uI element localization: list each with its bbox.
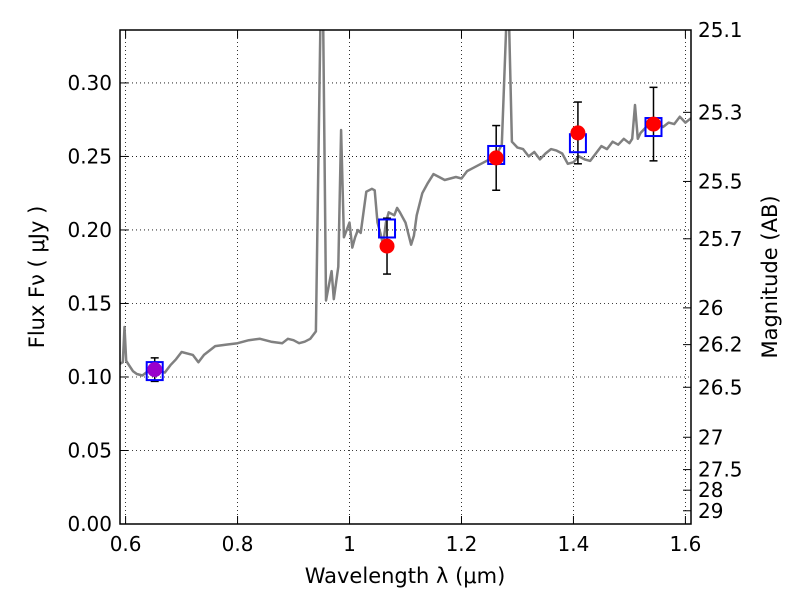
right-tick-label: 27 bbox=[698, 425, 723, 449]
observed-point bbox=[379, 238, 395, 254]
spectrum-line bbox=[120, 30, 691, 377]
model-photometry-squares bbox=[145, 117, 663, 382]
right-tick-label: 28 bbox=[698, 478, 723, 502]
x-tick-label: 0.6 bbox=[110, 532, 142, 556]
model-spectrum bbox=[120, 30, 691, 377]
observed-point bbox=[147, 362, 163, 378]
y-tick-label: 0.30 bbox=[67, 71, 112, 95]
y-axis-label: Flux Fν ( μJy ) bbox=[25, 206, 49, 349]
right-tick-label: 29 bbox=[698, 499, 723, 523]
right-tick-label: 25.7 bbox=[698, 227, 743, 251]
grid-lines bbox=[120, 30, 691, 525]
y-tick-label: 0.05 bbox=[67, 438, 112, 462]
y-tick-label: 0.00 bbox=[67, 512, 112, 536]
model-point-square bbox=[145, 361, 164, 382]
x-tick-label: 1.6 bbox=[669, 532, 701, 556]
y-tick-label: 0.15 bbox=[67, 291, 112, 315]
observed-points bbox=[147, 116, 661, 378]
y-axis-right-label: Magnitude (AB) bbox=[758, 195, 782, 358]
axis-ticks: 0.6 0.8 1 1.2 1.4 1.6 0.00 0.05 0.10 0.15 0.20 0.25… bbox=[67, 18, 742, 556]
y-tick-label: 0.20 bbox=[67, 218, 112, 242]
y-tick-label: 0.10 bbox=[67, 365, 112, 389]
right-tick-label: 25.1 bbox=[698, 18, 743, 42]
x-axis-label: Wavelength λ (μm) bbox=[305, 564, 506, 588]
observed-point bbox=[488, 150, 504, 166]
plot-frame bbox=[119, 29, 692, 525]
x-tick-label: 1 bbox=[343, 532, 356, 556]
right-tick-label: 26.5 bbox=[698, 375, 743, 399]
right-tick-label: 26 bbox=[698, 296, 723, 320]
right-tick-label: 26.2 bbox=[698, 333, 743, 357]
model-point-square bbox=[378, 218, 397, 239]
x-tick-label: 1.4 bbox=[558, 532, 590, 556]
y-tick-label: 0.25 bbox=[67, 144, 112, 168]
x-tick-label: 0.8 bbox=[222, 532, 254, 556]
right-tick-label: 25.3 bbox=[698, 100, 743, 124]
observed-point bbox=[645, 116, 661, 132]
observed-point bbox=[570, 125, 586, 141]
x-tick-label: 1.2 bbox=[446, 532, 478, 556]
right-tick-label: 27.5 bbox=[698, 458, 743, 482]
right-tick-label: 25.5 bbox=[698, 169, 743, 193]
